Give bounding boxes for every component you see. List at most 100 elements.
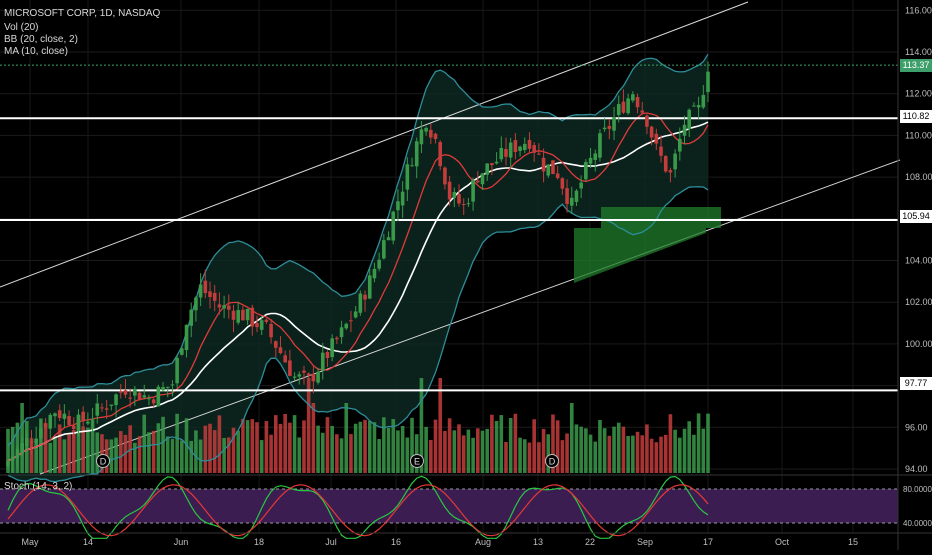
volume-legend[interactable]: Vol (20) (4, 22, 39, 33)
candle-body (635, 97, 640, 108)
volume-bar (367, 420, 372, 473)
candle-body (10, 456, 15, 461)
volume-bar (438, 378, 443, 473)
candle-body (593, 153, 598, 160)
candle-body (579, 182, 583, 189)
volume-bar (433, 419, 438, 473)
volume-bar (39, 418, 43, 473)
time-axis-label: 14 (83, 537, 93, 547)
volume-bar (396, 430, 400, 473)
volume-bar (654, 442, 659, 473)
volume-bar (81, 426, 85, 473)
candle-body (645, 115, 649, 127)
volume-bar (71, 430, 76, 473)
volume-bar (631, 435, 635, 473)
candle-body (616, 104, 621, 115)
time-axis-label: Sep (637, 537, 653, 547)
candle-body (104, 408, 109, 410)
candle-body (156, 386, 161, 407)
candle-body (631, 94, 635, 101)
volume-bar (372, 422, 377, 473)
ma-legend[interactable]: MA (10, close) (4, 46, 68, 57)
symbol-legend[interactable]: MICROSOFT CORP, 1D, NASDAQ (4, 8, 161, 19)
candle-body (255, 323, 259, 328)
volume-bar (452, 430, 457, 473)
candle-body (297, 374, 302, 377)
time-axis-label: Jun (174, 537, 189, 547)
candle-body (194, 297, 198, 311)
candle-body (344, 323, 349, 329)
time-axis-label: 22 (585, 537, 595, 547)
volume-bar (10, 426, 15, 473)
price-axis-label: 116.00 (905, 5, 932, 15)
candle-body (626, 98, 630, 114)
candle-body (147, 398, 151, 400)
volume-bar (339, 438, 344, 473)
candle-body (48, 414, 53, 429)
candle-body (654, 133, 659, 144)
volume-bar (283, 413, 287, 473)
candle-body (353, 311, 358, 318)
candle-body (377, 259, 381, 269)
volume-bar (457, 424, 461, 473)
volume-bar (645, 424, 649, 473)
candle-body (6, 460, 10, 467)
volume-bar (222, 437, 226, 473)
candle-body (43, 423, 48, 428)
volume-bar (377, 438, 381, 473)
ma-10-line (7, 112, 709, 462)
candle-body (189, 309, 194, 326)
volume-bar (461, 435, 466, 473)
volume-bar (522, 439, 527, 473)
resistance-price-tag: 110.82 (900, 110, 932, 123)
stoch-legend[interactable]: Stoch (14, 3, 2) (4, 481, 73, 492)
stoch-d-line (7, 484, 709, 537)
candle-body (424, 127, 428, 132)
candle-body (621, 101, 626, 113)
candle-body (128, 397, 132, 399)
candle-body (62, 413, 67, 419)
candle-body (480, 173, 485, 185)
volume-bar (151, 430, 156, 473)
volume-bar (133, 442, 137, 473)
candle-body (316, 371, 320, 383)
candle-body (640, 110, 645, 113)
volume-bar (67, 433, 71, 473)
time-axis-label: 18 (254, 537, 264, 547)
volume-bar (57, 424, 62, 473)
volume-bar (471, 437, 475, 473)
volume-bar (443, 430, 447, 473)
candle-body (208, 291, 212, 298)
volume-bar (180, 440, 184, 473)
volume-bar (109, 439, 114, 473)
volume-bar (330, 425, 334, 473)
volume-bar (203, 425, 208, 473)
candle-body (203, 280, 208, 294)
time-axis-label: 13 (533, 537, 543, 547)
volume-bar (95, 432, 100, 473)
volume-bar (175, 413, 179, 473)
candle-body (245, 309, 250, 321)
volume-bar (612, 426, 616, 473)
bollinger-legend[interactable]: BB (20, close, 2) (4, 34, 78, 45)
candle-body (259, 320, 264, 330)
candle-body (522, 143, 527, 151)
volume-bar (161, 416, 165, 473)
volume-bar (53, 436, 57, 473)
candle-body (250, 307, 255, 327)
volume-bar (29, 438, 34, 473)
candle-body (452, 192, 457, 198)
volume-bar (410, 417, 414, 473)
volume-bar (353, 423, 358, 473)
volume-bar (48, 442, 53, 473)
candle-body (269, 323, 273, 338)
lower-channel-line (39, 159, 901, 475)
stoch-axis-label: 40.0000 (903, 519, 932, 528)
candle-body (602, 127, 607, 130)
volume-bar (565, 433, 569, 473)
volume-bar (118, 431, 123, 473)
bollinger-basis (7, 121, 709, 462)
time-axis-label: Jul (325, 537, 337, 547)
